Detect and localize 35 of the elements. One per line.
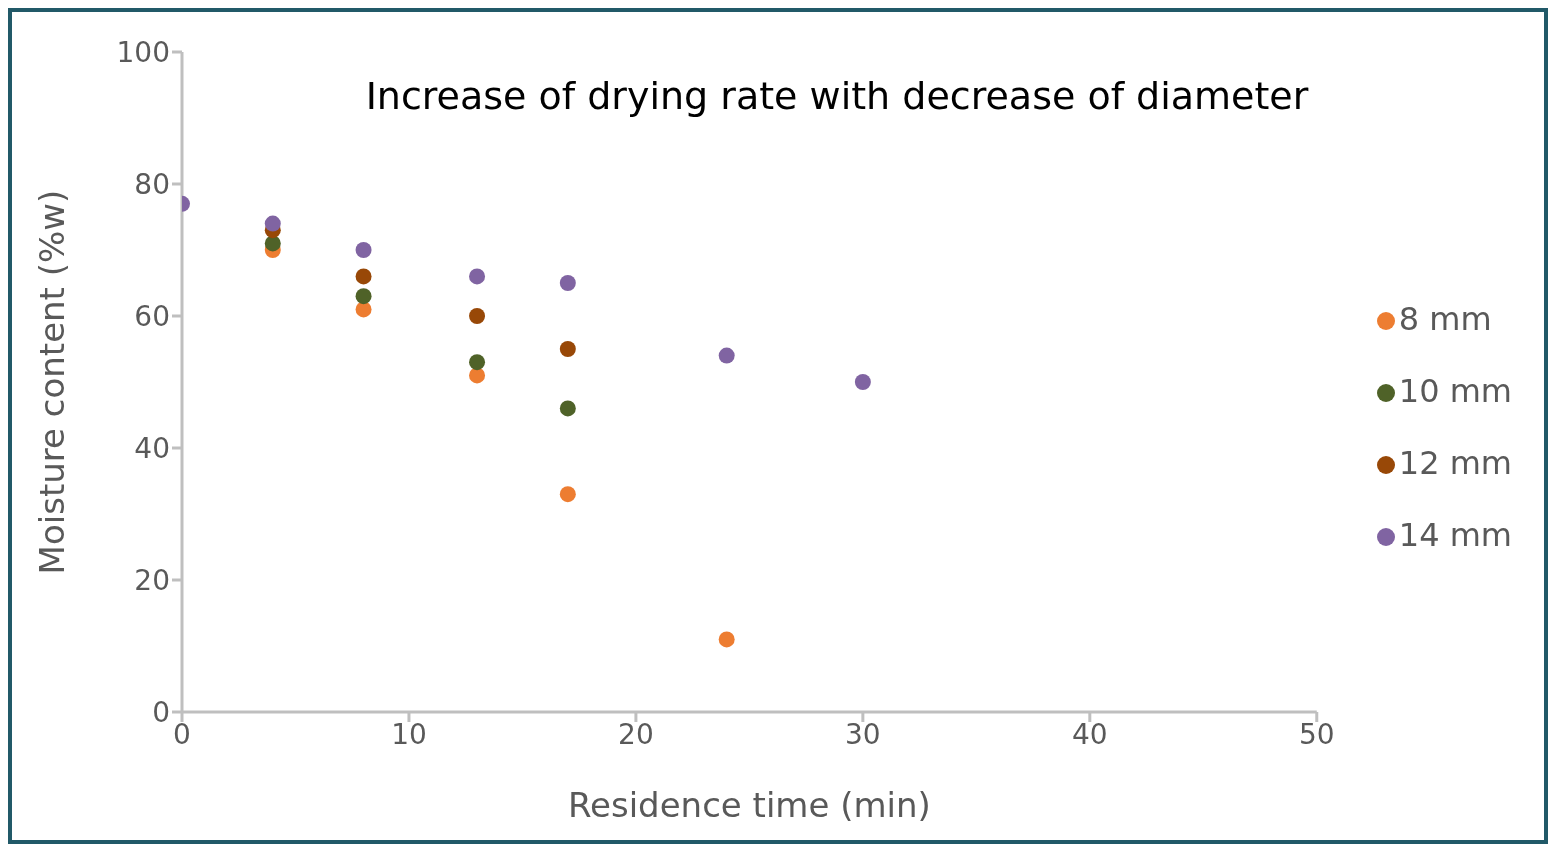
point (718, 347, 735, 364)
point (264, 215, 281, 232)
x-tick-label: 30 (845, 717, 881, 751)
legend-label: 12 mm (1398, 444, 1512, 482)
point (559, 341, 576, 357)
y-tick-label: 80 (134, 167, 170, 201)
point (469, 268, 486, 285)
point (559, 400, 576, 417)
text: Increase of drying rate with decrease of diameter (364, 74, 1310, 118)
x-tick-label: 0 (173, 717, 191, 751)
x-tick-label: 20 (618, 717, 654, 751)
legend-label: 10 mm (1398, 372, 1512, 410)
point (469, 354, 486, 371)
legend-label: 8 mm (1398, 300, 1492, 338)
legend-label: 14 mm (1398, 516, 1512, 554)
point (854, 374, 871, 390)
x-tick-label: 40 (1071, 717, 1108, 751)
point (559, 486, 576, 503)
point (469, 367, 486, 384)
point (355, 288, 372, 305)
y-tick-label: 100 (116, 35, 170, 69)
x-axis-title: Residence time (min) (567, 785, 931, 825)
point (718, 631, 735, 648)
point (355, 242, 372, 258)
x-tick-label: 50 (1298, 717, 1335, 751)
y-tick-label: 0 (152, 695, 170, 729)
x-tick-label: 10 (391, 717, 427, 751)
point (264, 235, 281, 252)
y-axis-title: Moisture content (%w) (32, 189, 73, 575)
y-tick-label: 40 (134, 431, 170, 465)
point (559, 275, 576, 291)
point (469, 308, 486, 324)
point (355, 268, 372, 285)
y-tick-label: 60 (134, 299, 170, 333)
y-tick-label: 20 (134, 563, 170, 597)
